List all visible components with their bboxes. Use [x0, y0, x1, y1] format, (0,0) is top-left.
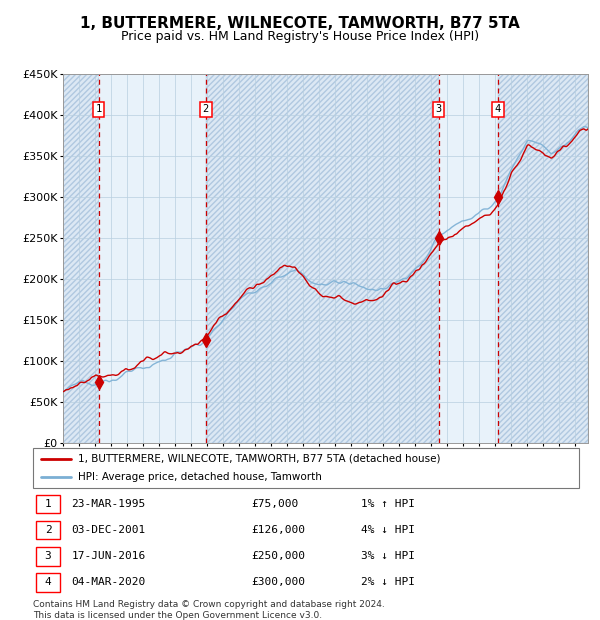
Text: 1, BUTTERMERE, WILNECOTE, TAMWORTH, B77 5TA (detached house): 1, BUTTERMERE, WILNECOTE, TAMWORTH, B77 …	[78, 453, 440, 464]
Text: 2: 2	[203, 104, 209, 115]
FancyBboxPatch shape	[36, 547, 60, 565]
FancyBboxPatch shape	[33, 448, 579, 488]
Bar	[439, 74, 498, 443]
Text: 1: 1	[95, 104, 101, 115]
Text: 2: 2	[44, 525, 52, 535]
Text: 4: 4	[495, 104, 501, 115]
Bar	[98, 74, 206, 443]
Text: £300,000: £300,000	[251, 577, 305, 587]
Bar	[63, 74, 98, 443]
Text: £126,000: £126,000	[251, 525, 305, 535]
Text: 3% ↓ HPI: 3% ↓ HPI	[361, 551, 415, 561]
Text: 2% ↓ HPI: 2% ↓ HPI	[361, 577, 415, 587]
Text: 4: 4	[44, 577, 52, 587]
Text: 03-DEC-2001: 03-DEC-2001	[71, 525, 145, 535]
Bar	[206, 74, 439, 443]
Text: £75,000: £75,000	[251, 499, 299, 509]
Bar	[206, 74, 439, 443]
Text: 3: 3	[436, 104, 442, 115]
Text: 04-MAR-2020: 04-MAR-2020	[71, 577, 145, 587]
Text: HPI: Average price, detached house, Tamworth: HPI: Average price, detached house, Tamw…	[78, 472, 322, 482]
FancyBboxPatch shape	[36, 495, 60, 513]
Text: 1% ↑ HPI: 1% ↑ HPI	[361, 499, 415, 509]
FancyBboxPatch shape	[36, 573, 60, 591]
FancyBboxPatch shape	[36, 521, 60, 539]
Text: 17-JUN-2016: 17-JUN-2016	[71, 551, 145, 561]
Bar	[63, 74, 98, 443]
Text: 23-MAR-1995: 23-MAR-1995	[71, 499, 145, 509]
Bar	[498, 74, 588, 443]
Text: Contains HM Land Registry data © Crown copyright and database right 2024.
This d: Contains HM Land Registry data © Crown c…	[33, 600, 385, 619]
Bar	[498, 74, 588, 443]
Text: 3: 3	[44, 551, 52, 561]
Text: Price paid vs. HM Land Registry's House Price Index (HPI): Price paid vs. HM Land Registry's House …	[121, 30, 479, 43]
Text: £250,000: £250,000	[251, 551, 305, 561]
Text: 1, BUTTERMERE, WILNECOTE, TAMWORTH, B77 5TA: 1, BUTTERMERE, WILNECOTE, TAMWORTH, B77 …	[80, 16, 520, 30]
Text: 1: 1	[44, 499, 52, 509]
Text: 4% ↓ HPI: 4% ↓ HPI	[361, 525, 415, 535]
